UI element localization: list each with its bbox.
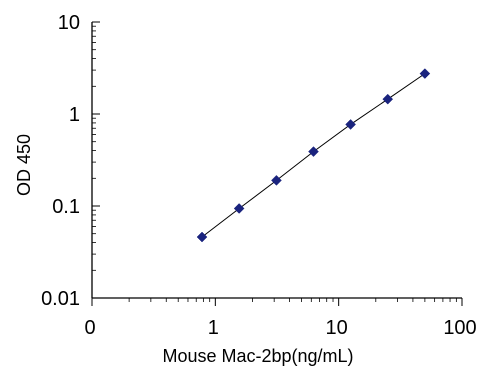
series [196,68,431,243]
y-tick-label: 10 [58,12,80,34]
data-point [419,68,431,79]
data-point [382,93,394,105]
y-tick-label: 0.01 [41,288,80,310]
y-tick-label: 0.1 [52,196,80,218]
x-axis-title: Mouse Mac-2bp(ng/mL) [162,346,353,366]
tick-labels: 10 1 0.1 0.010 1 10 100 [41,12,477,339]
ticks [91,21,463,306]
axes [91,22,462,299]
data-point [271,175,282,186]
data-point [345,119,356,130]
y-tick-label: 1 [69,104,80,126]
x-tick-label: 100 [443,317,476,339]
y-axis-title: OD 450 [14,134,34,196]
data-point [308,146,319,157]
x-tick-label: 1 [208,317,219,339]
x-tick-label: 0 [84,317,95,339]
x-tick-label: 10 [326,317,348,339]
data-point [196,231,208,243]
data-point [233,203,245,214]
